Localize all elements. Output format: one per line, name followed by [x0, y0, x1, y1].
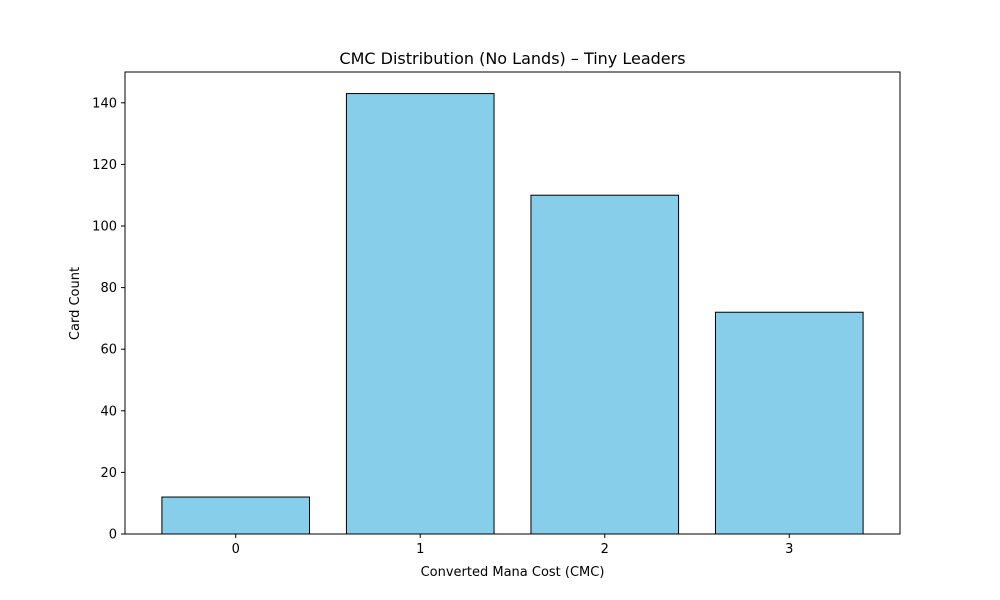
y-tick-label: 20 [100, 466, 117, 481]
x-tick-label: 3 [785, 542, 793, 557]
y-tick-label: 120 [92, 158, 117, 173]
x-tick-label: 1 [416, 542, 424, 557]
bar-1 [345, 93, 495, 535]
bars [161, 93, 864, 535]
y-axis-ticks: 0 20 40 60 80 100 120 140 [92, 96, 125, 543]
y-axis-label: Card Count [68, 267, 83, 340]
plot-area-frame [124, 71, 901, 535]
x-axis-label: Converted Mana Cost (CMC) [421, 565, 605, 580]
y-tick-label: 60 [100, 343, 117, 358]
y-tick-label: 80 [100, 281, 117, 296]
bar-3 [714, 311, 864, 535]
y-tick-label: 100 [92, 220, 117, 235]
x-axis-ticks: 0 1 2 3 [232, 534, 793, 557]
y-tick-label: 140 [92, 96, 117, 111]
y-tick-label: 40 [100, 404, 117, 419]
y-tick-label: 0 [109, 528, 117, 543]
bar-0 [161, 496, 311, 535]
bar-2 [530, 194, 680, 535]
chart-title: CMC Distribution (No Lands) – Tiny Leade… [339, 49, 685, 68]
x-tick-label: 2 [601, 542, 609, 557]
x-tick-label: 0 [232, 542, 240, 557]
